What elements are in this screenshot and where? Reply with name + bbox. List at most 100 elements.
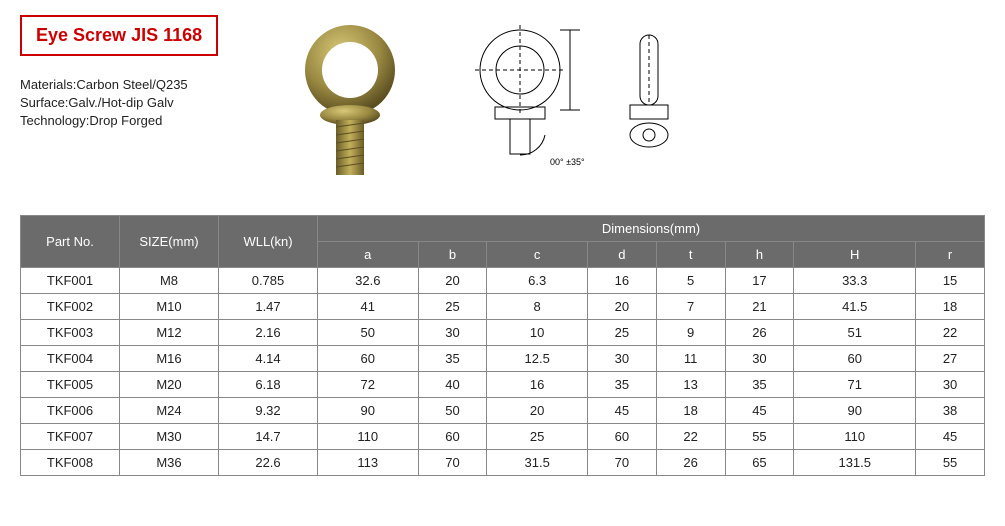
table-row: TKF003M122.16503010259265122 [21,320,985,346]
cell-H: 71 [794,372,916,398]
cell-r: 45 [916,424,985,450]
eye-screw-photo [280,15,420,195]
cell-size: M30 [120,424,219,450]
product-title: Eye Screw JIS 1168 [36,25,202,45]
cell-c: 31.5 [487,450,588,476]
header-section: Eye Screw JIS 1168 Materials:Carbon Stee… [20,15,985,195]
cell-t: 13 [656,372,725,398]
cell-h: 55 [725,424,794,450]
cell-a: 50 [318,320,419,346]
cell-d: 60 [587,424,656,450]
cell-size: M16 [120,346,219,372]
cell-wll: 1.47 [219,294,318,320]
cell-r: 30 [916,372,985,398]
spec-materials: Materials:Carbon Steel/Q235 [20,77,260,92]
cell-b: 30 [418,320,487,346]
table-row: TKF002M101.47412582072141.518 [21,294,985,320]
cell-d: 35 [587,372,656,398]
th-dim-h: h [725,242,794,268]
cell-H: 110 [794,424,916,450]
th-size: SIZE(mm) [120,216,219,268]
cell-part: TKF003 [21,320,120,346]
cell-size: M36 [120,450,219,476]
cell-c: 12.5 [487,346,588,372]
cell-t: 22 [656,424,725,450]
cell-wll: 9.32 [219,398,318,424]
cell-size: M12 [120,320,219,346]
cell-t: 5 [656,268,725,294]
cell-c: 20 [487,398,588,424]
cell-r: 55 [916,450,985,476]
th-dim-c: c [487,242,588,268]
cell-r: 15 [916,268,985,294]
images-area: 00° ±35° [280,15,750,195]
cell-H: 90 [794,398,916,424]
cell-b: 35 [418,346,487,372]
table-header: Part No. SIZE(mm) WLL(kn) Dimensions(mm)… [21,216,985,268]
cell-wll: 0.785 [219,268,318,294]
th-dim-t: t [656,242,725,268]
cell-t: 9 [656,320,725,346]
cell-r: 18 [916,294,985,320]
cell-a: 32.6 [318,268,419,294]
cell-H: 51 [794,320,916,346]
diagram-angle-label: 00° ±35° [550,157,585,167]
th-dim-r: r [916,242,985,268]
cell-a: 110 [318,424,419,450]
cell-r: 22 [916,320,985,346]
cell-b: 20 [418,268,487,294]
cell-t: 7 [656,294,725,320]
cell-H: 131.5 [794,450,916,476]
cell-r: 38 [916,398,985,424]
cell-r: 27 [916,346,985,372]
cell-wll: 6.18 [219,372,318,398]
cell-c: 16 [487,372,588,398]
cell-d: 30 [587,346,656,372]
cell-c: 6.3 [487,268,588,294]
cell-part: TKF001 [21,268,120,294]
table-row: TKF004M164.14603512.53011306027 [21,346,985,372]
cell-wll: 2.16 [219,320,318,346]
th-dim-b: b [418,242,487,268]
cell-a: 60 [318,346,419,372]
cell-h: 45 [725,398,794,424]
cell-d: 16 [587,268,656,294]
th-dim-d: d [587,242,656,268]
cell-c: 10 [487,320,588,346]
cell-h: 17 [725,268,794,294]
cell-part: TKF008 [21,450,120,476]
cell-wll: 22.6 [219,450,318,476]
cell-d: 45 [587,398,656,424]
cell-part: TKF002 [21,294,120,320]
cell-h: 65 [725,450,794,476]
cell-d: 20 [587,294,656,320]
cell-a: 113 [318,450,419,476]
cell-b: 60 [418,424,487,450]
cell-a: 41 [318,294,419,320]
table-row: TKF006M249.329050204518459038 [21,398,985,424]
cell-part: TKF006 [21,398,120,424]
cell-part: TKF005 [21,372,120,398]
cell-size: M10 [120,294,219,320]
th-dim-a: a [318,242,419,268]
cell-b: 70 [418,450,487,476]
spec-surface: Surface:Galv./Hot-dip Galv [20,95,260,110]
cell-size: M8 [120,268,219,294]
th-dimensions: Dimensions(mm) [318,216,985,242]
cell-h: 26 [725,320,794,346]
table-row: TKF007M3014.7110602560225511045 [21,424,985,450]
cell-t: 18 [656,398,725,424]
spec-technology: Technology:Drop Forged [20,113,260,128]
cell-size: M20 [120,372,219,398]
cell-d: 25 [587,320,656,346]
cell-H: 60 [794,346,916,372]
cell-part: TKF004 [21,346,120,372]
th-part: Part No. [21,216,120,268]
table-row: TKF005M206.187240163513357130 [21,372,985,398]
cell-h: 21 [725,294,794,320]
cell-b: 25 [418,294,487,320]
cell-H: 33.3 [794,268,916,294]
table-body: TKF001M80.78532.6206.31651733.315TKF002M… [21,268,985,476]
cell-a: 72 [318,372,419,398]
cell-b: 50 [418,398,487,424]
